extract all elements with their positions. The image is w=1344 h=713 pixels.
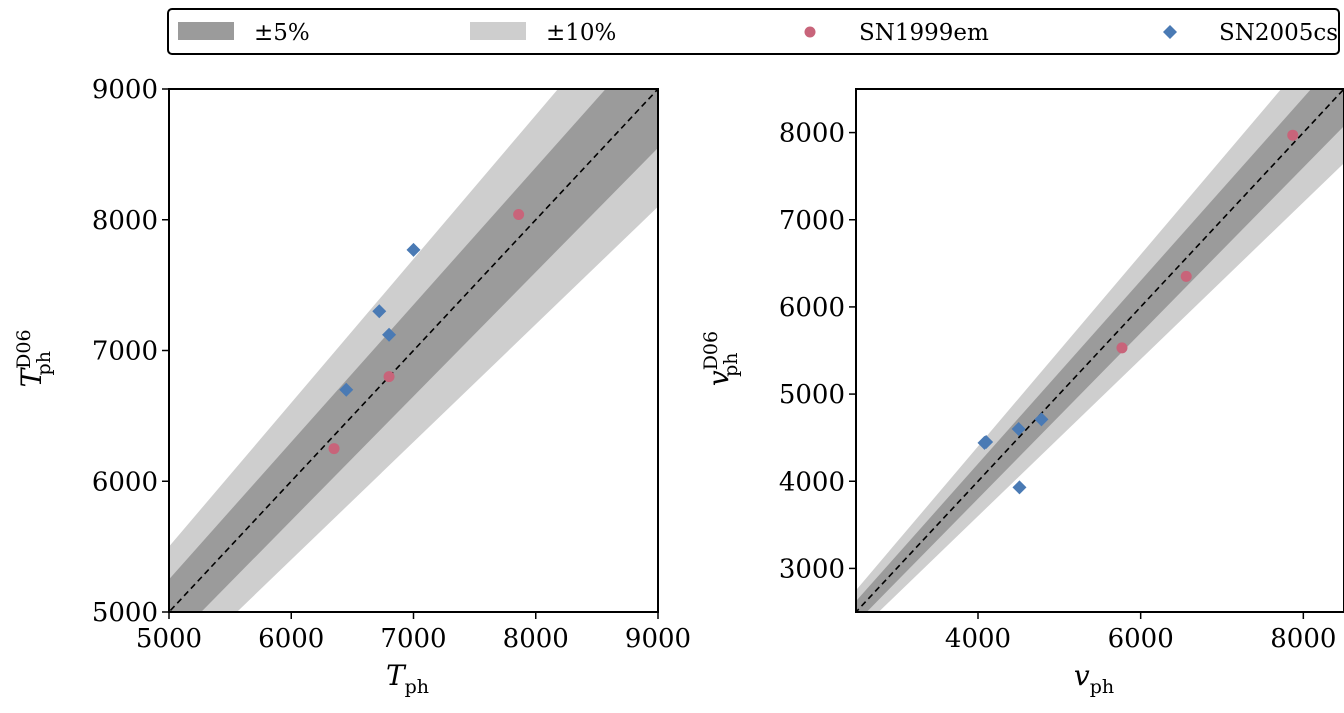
right-panel: 4000 6000 8000300040005000600070008000vphv… [700,88,1344,698]
series-sn1999em [1116,129,1299,354]
point-sn2005cs [1034,412,1049,427]
x-axis-label: vph [1074,659,1114,698]
point-sn2005cs [1011,421,1026,436]
y-axis-label-sub: ph [720,352,742,376]
x-axis-label-sub: ph [1090,676,1114,698]
legend-label: SN2005cs [1219,20,1338,46]
band-5pct [169,89,658,612]
x-tick-label: 9000 [625,624,691,654]
legend-marker-diamond [1163,25,1177,39]
legend-marker-circle [804,26,816,38]
legend-item: SN2005cs [1163,20,1338,46]
point-sn2005cs [406,242,421,257]
x-tick-label: 5000 [136,624,202,654]
legend-item: SN1999em [804,20,989,46]
y-tick-label: 7000 [92,337,158,367]
y-tick-label: 5000 [779,380,845,410]
point-sn1999em [1180,270,1192,282]
point-sn2005cs [1012,480,1027,495]
plot-area [169,89,658,612]
x-axis-label-main: v [1074,659,1090,692]
x-tick-label: 6000 [1108,624,1174,654]
y-axis-label-main: T [15,367,48,388]
legend-label: ±10% [546,20,616,46]
point-sn1999em [383,371,395,383]
point-sn1999em [1116,342,1128,354]
y-tick-label: 5000 [92,598,158,628]
identity-line [856,89,1344,612]
y-tick-label: 6000 [779,293,845,323]
legend: ±5% ±10% SN1999em SN2005cs [167,8,1340,55]
y-axis-label-group: vD06ph [700,331,742,386]
series-sn1999em [328,209,525,455]
point-sn2005cs [372,304,387,319]
legend-swatch [178,22,234,40]
y-axis-label-sup: D06 [700,331,722,370]
y-tick-label: 7000 [779,206,845,236]
axes-frame [855,88,1344,613]
y-axis-label-sup: D06 [13,329,35,368]
legend-item: ±5% [178,20,310,46]
y-tick-label: 9000 [92,75,158,105]
x-tick-label: 7000 [380,624,446,654]
x-tick-label: 6000 [258,624,324,654]
y-tick-label: 8000 [92,206,158,236]
point-sn2005cs [382,327,397,342]
point-sn1999em [328,443,340,455]
y-tick-label: 3000 [779,554,845,584]
y-axis-label-group: TD06ph [13,329,55,387]
x-axis-label: Tph [386,659,429,698]
y-axis-label-main: v [702,370,735,386]
y-axis-label: vD06ph [700,331,742,386]
legend-swatch [470,22,526,40]
legend-frame [167,8,1340,55]
series-sn2005cs [977,412,1049,495]
x-tick-label: 8000 [1270,624,1336,654]
x-axis-label-sub: ph [405,676,429,698]
y-tick-label: 4000 [779,467,845,497]
identity-line [169,89,658,612]
left-panel: 5000 6000 7000 8000 9000 5000 6000 7000 8000 9000… [13,75,691,698]
x-tick-label: 8000 [503,624,569,654]
y-tick-label: 6000 [92,467,158,497]
y-tick-label: 8000 [779,119,845,149]
series-sn2005cs [339,242,421,397]
y-axis-label: TD06ph [13,329,55,387]
x-axis-label-main: T [386,659,407,692]
legend-label: SN1999em [859,20,989,46]
plot-area [856,89,1344,612]
legend-item: ±10% [470,20,616,46]
point-sn1999em [1287,129,1299,141]
y-axis-label-sub: ph [33,351,55,375]
point-sn1999em [513,209,525,221]
x-tick-label: 4000 [945,624,1011,654]
point-sn2005cs [339,382,354,397]
point-sn2005cs [979,435,994,450]
legend-label: ±5% [254,20,310,46]
